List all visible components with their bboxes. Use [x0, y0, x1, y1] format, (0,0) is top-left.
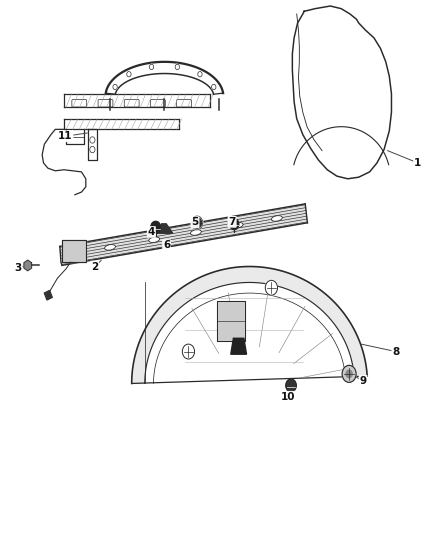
Ellipse shape	[149, 237, 159, 243]
Circle shape	[198, 71, 202, 77]
Circle shape	[230, 219, 239, 230]
Ellipse shape	[232, 222, 243, 228]
Circle shape	[212, 84, 216, 90]
Circle shape	[342, 366, 356, 382]
Polygon shape	[231, 338, 247, 354]
Text: 6: 6	[163, 240, 170, 250]
Text: 4: 4	[148, 227, 155, 237]
Circle shape	[346, 370, 352, 377]
Polygon shape	[44, 290, 52, 300]
Text: 8: 8	[392, 346, 399, 357]
Polygon shape	[155, 224, 173, 233]
Text: 10: 10	[281, 392, 295, 402]
Polygon shape	[60, 204, 307, 265]
Circle shape	[175, 64, 180, 70]
FancyBboxPatch shape	[177, 100, 191, 107]
Circle shape	[127, 71, 131, 77]
FancyBboxPatch shape	[72, 100, 87, 107]
Circle shape	[286, 379, 296, 392]
Polygon shape	[132, 266, 367, 383]
Text: 1: 1	[414, 158, 421, 168]
Text: 11: 11	[58, 131, 73, 141]
FancyBboxPatch shape	[150, 100, 165, 107]
Ellipse shape	[272, 216, 282, 221]
FancyBboxPatch shape	[124, 100, 139, 107]
Circle shape	[90, 147, 95, 153]
Polygon shape	[62, 240, 86, 262]
Ellipse shape	[105, 245, 116, 250]
Polygon shape	[217, 301, 245, 341]
Text: 2: 2	[91, 262, 98, 271]
Circle shape	[182, 344, 194, 359]
Text: 7: 7	[228, 217, 236, 227]
Circle shape	[149, 64, 154, 70]
Circle shape	[90, 137, 95, 143]
FancyBboxPatch shape	[98, 100, 113, 107]
Text: 3: 3	[14, 263, 22, 272]
Text: 5: 5	[191, 217, 198, 228]
Circle shape	[194, 219, 201, 227]
Circle shape	[113, 84, 117, 90]
Ellipse shape	[191, 230, 201, 235]
Circle shape	[151, 221, 160, 233]
Circle shape	[193, 217, 201, 228]
Circle shape	[191, 216, 203, 230]
Circle shape	[265, 280, 278, 295]
Polygon shape	[24, 260, 32, 271]
Text: 9: 9	[360, 376, 367, 386]
